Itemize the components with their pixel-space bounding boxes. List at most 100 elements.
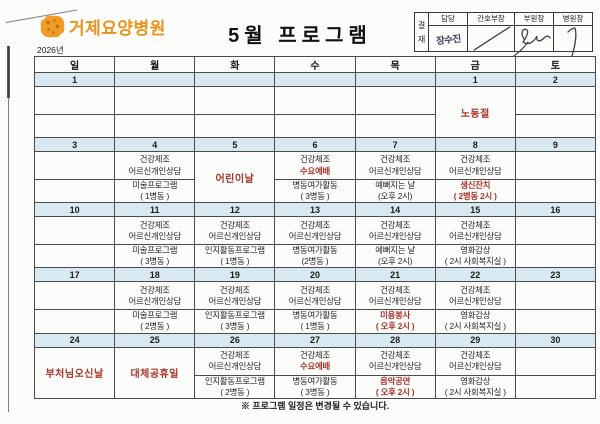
program-line: 미술프로그램 bbox=[132, 245, 178, 256]
program-line: ( 2시 사회복지실 ) bbox=[444, 256, 506, 267]
program-cell: 영화감상 ( 2시 사회복지실 ) bbox=[434, 374, 516, 399]
empty-cell bbox=[514, 346, 597, 376]
program-line: ( 3병동 ) bbox=[300, 191, 330, 202]
day-header-wed: 수 bbox=[274, 56, 356, 73]
date-cell: 17 bbox=[33, 267, 116, 283]
program-line: 건강체조 bbox=[380, 284, 411, 295]
date-cell: 23 bbox=[514, 267, 597, 283]
program-line: 어르신개인상담 bbox=[449, 361, 502, 372]
program-line: 어르신개인상담 bbox=[208, 230, 262, 241]
program-line: 미술프로그램 bbox=[132, 180, 178, 190]
date-cell bbox=[114, 72, 196, 87]
program-line: 건강체조 bbox=[380, 219, 411, 230]
program-cell: 미술프로그램 ( 3병동 ) bbox=[114, 244, 196, 269]
program-cell: 미술프로그램 ( 2병동 ) bbox=[114, 309, 196, 334]
program-line: 건강체조 bbox=[380, 154, 411, 165]
program-cell: 건강체조 수요예배 bbox=[274, 346, 356, 376]
program-line: 어르신개인상담 bbox=[208, 361, 262, 372]
program-line: ( 1병동 ) bbox=[300, 321, 330, 332]
hospital-name: 거제요양병원 bbox=[69, 19, 166, 38]
program-line: 수요예배 bbox=[299, 165, 330, 176]
signature-cell bbox=[554, 26, 592, 57]
date-cell: 16 bbox=[514, 202, 597, 218]
empty-cell bbox=[514, 216, 597, 246]
program-line: 어르신개인상담 bbox=[128, 165, 181, 176]
date-cell: 5 bbox=[194, 137, 276, 152]
program-cell: 건강체조 어르신개인상담 bbox=[354, 281, 436, 311]
program-line: 어르신개인상담 bbox=[288, 295, 342, 306]
program-line: 어르신개인상담 bbox=[449, 230, 502, 241]
program-cell: 건강체조 어르신개인상담 bbox=[434, 346, 516, 376]
holiday-cell: 어린이날 bbox=[194, 150, 276, 204]
empty-cell bbox=[33, 309, 116, 334]
empty-cell bbox=[514, 178, 597, 204]
approval-col-head-nurse: 간호부장 bbox=[467, 13, 514, 51]
date-cell: 14 bbox=[354, 202, 436, 218]
date-cell: 19 bbox=[194, 267, 276, 283]
program-line: 건강체조 bbox=[460, 154, 491, 165]
date-cell: 1 bbox=[434, 72, 516, 87]
hospital-logo: 거제요양병원 bbox=[40, 14, 166, 39]
day-header-mon: 월 bbox=[114, 56, 196, 73]
program-line: (오후 2시) bbox=[377, 256, 413, 267]
approval-col-header: 간호부장 bbox=[468, 13, 514, 26]
program-cell: 건강체조 어르신개인상담 bbox=[194, 216, 276, 246]
program-line: 건강체조 bbox=[219, 349, 250, 360]
program-cell: 건강체조 어르신개인상담 bbox=[194, 281, 276, 311]
program-row-bottom: 미술프로그램 ( 2병동 ) 인지활동프로그램 ( 3병동 ) 병동여가활동 (… bbox=[33, 309, 597, 334]
approval-col-vice-director: 부원장 bbox=[498, 13, 553, 66]
program-cell: 건강체조 어르신개인상담 bbox=[354, 151, 436, 180]
program-cell: 건강체조 어르신개인상담 bbox=[114, 281, 196, 311]
program-line: 건강체조 bbox=[299, 154, 330, 165]
program-line: 어르신개인상담 bbox=[288, 230, 342, 241]
program-line: ( 2병동 2시 ) bbox=[453, 191, 497, 202]
program-line: 건강체조 bbox=[460, 284, 491, 295]
date-row: 17 18 19 20 21 22 23 bbox=[33, 267, 597, 283]
program-row-bottom: 미술프로그램 ( 3병동 ) 인지활동프로그램 ( 1병동 ) 병동여가활동 (… bbox=[33, 244, 597, 269]
date-cell: 24 bbox=[33, 332, 116, 348]
program-row-top: 노동절 bbox=[33, 86, 597, 138]
program-cell: 병동여가활동 ( 1병동 ) bbox=[274, 309, 356, 334]
program-cell: 병동여가활동 ( 3병동 ) bbox=[274, 178, 356, 204]
program-cell: 건강체조 수요예배 bbox=[274, 151, 356, 180]
empty-cell bbox=[514, 309, 597, 334]
program-cell: 건강체조 어르신개인상담 bbox=[354, 216, 436, 246]
empty-cell bbox=[114, 86, 196, 115]
empty-cell bbox=[514, 151, 597, 180]
empty-cell bbox=[194, 114, 276, 138]
date-cell: 9 bbox=[514, 137, 597, 152]
program-line: 건강체조 bbox=[380, 349, 411, 360]
date-cell: 4 bbox=[114, 137, 196, 152]
program-row-bottom: 미술프로그램 ( 1병동 ) 병동여가활동 ( 3병동 ) 예뻐지는 날 (오후… bbox=[33, 178, 597, 204]
date-row: 10 11 12 13 14 15 16 bbox=[33, 202, 597, 218]
empty-cell bbox=[514, 86, 597, 115]
program-line: 건강체조 bbox=[299, 219, 330, 230]
program-line: ( 1병동 ) bbox=[140, 191, 170, 202]
empty-cell bbox=[33, 86, 116, 115]
program-cell: 건강체조 어르신개인상담 bbox=[114, 151, 196, 180]
date-cell: 28 bbox=[354, 332, 436, 348]
program-line: ( 오후 2시 ) bbox=[375, 386, 415, 397]
program-line: 예뻐지는 날 bbox=[375, 245, 415, 256]
program-line: 영화감상 bbox=[460, 375, 491, 386]
empty-cell bbox=[514, 244, 597, 269]
day-header-thu: 목 bbox=[354, 56, 436, 73]
program-line: ( 2시 사회복지실 ) bbox=[444, 321, 506, 332]
scan-edge-line bbox=[8, 46, 10, 412]
program-line: 영화감상 bbox=[460, 310, 491, 321]
date-row: 1 1 2 bbox=[33, 72, 597, 87]
empty-cell bbox=[33, 178, 116, 204]
date-cell: 25 bbox=[114, 332, 196, 348]
program-line: (2병동 ) bbox=[301, 256, 329, 267]
day-header-row: 일 월 화 수 목 금 토 bbox=[33, 56, 597, 73]
program-line: 어르신개인상담 bbox=[368, 165, 422, 176]
program-line: 병동여가활동 bbox=[292, 245, 338, 256]
date-cell: 20 bbox=[274, 267, 356, 283]
date-cell: 1 bbox=[33, 72, 116, 87]
hospital-logo-icon bbox=[40, 15, 65, 38]
signature-cell bbox=[468, 26, 514, 51]
program-row-bottom: 인지활동프로그램 ( 2병동 ) 병동여가활동 ( 3병동 ) 음악공연 ( 오… bbox=[35, 374, 597, 399]
program-line: 음악공연 bbox=[380, 375, 411, 386]
program-cell: 인지활동프로그램 ( 2병동 ) bbox=[194, 374, 276, 399]
program-cell: 미용봉사 ( 오후 2시 ) bbox=[354, 309, 436, 334]
